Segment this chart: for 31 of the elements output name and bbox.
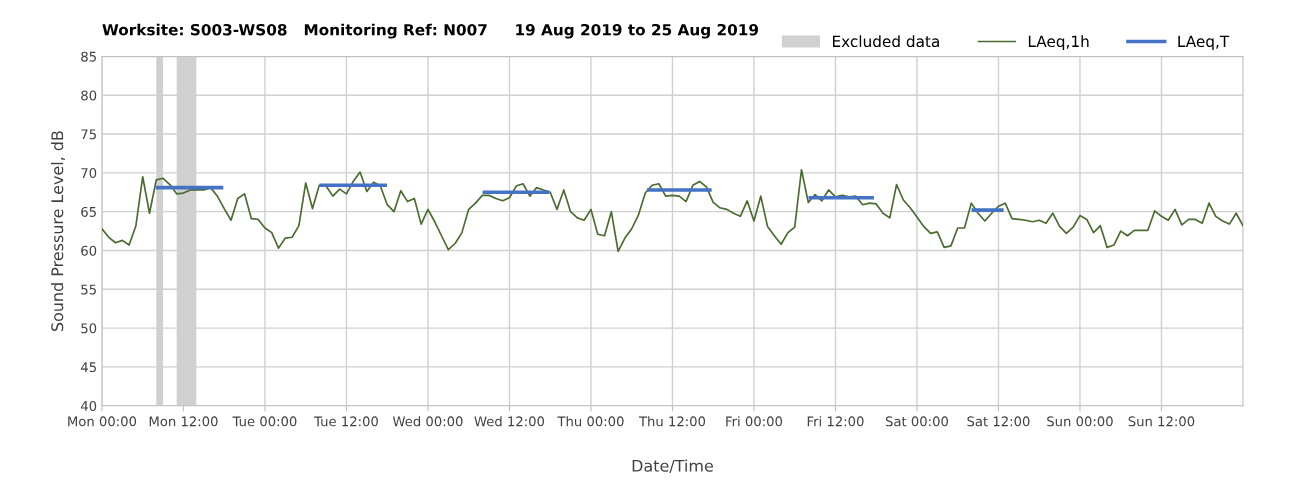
line-series [101,168,1243,253]
legend-label: Excluded data [832,35,939,48]
y-tick-label: 60 [81,245,97,256]
chart-title: Worksite: S003-WS08 Monitoring Ref: N007 19 Aug 2019 to 25 Aug 2019 [102,23,759,39]
y-tick-label: 80 [81,90,97,101]
x-tick-label: Mon 00:00 [68,416,137,427]
y-axis-title: Sound Pressure Level, dB [50,131,65,332]
x-tick-label: Thu 12:00 [638,416,706,427]
y-tick-label: 55 [81,284,96,295]
x-tick-label: Fri 00:00 [726,416,783,427]
x-tick-label: Fri 12:00 [807,416,864,427]
y-tick-label: 75 [81,129,96,140]
y-tick-label: 50 [81,323,97,334]
y-tick-label: 65 [81,206,96,217]
y-tick-label: 85 [81,51,96,62]
x-tick-label: Wed 00:00 [392,416,463,427]
y-tick-label: 45 [80,362,96,373]
legend-label: LAeq,1h [1028,35,1089,51]
legend-label: LAeq,T [1178,35,1230,51]
x-tick-label: Thu 00:00 [557,416,624,427]
x-tick-label: Tue 00:00 [232,416,297,427]
x-tick-label: Sat 12:00 [967,416,1030,427]
x-tick-label: Wed 12:00 [474,416,545,427]
x-axis-title: Date/Time [632,459,713,474]
y-tick-label: 70 [81,168,97,179]
x-tick-label: Mon 12:00 [149,416,218,427]
x-tick-label: Sun 00:00 [1047,416,1113,427]
x-tick-label: Sun 12:00 [1128,416,1195,427]
x-tick-label: Sat 00:00 [885,416,948,427]
y-tick-label: 40 [80,400,97,411]
x-tick-label: Tue 12:00 [314,416,378,427]
